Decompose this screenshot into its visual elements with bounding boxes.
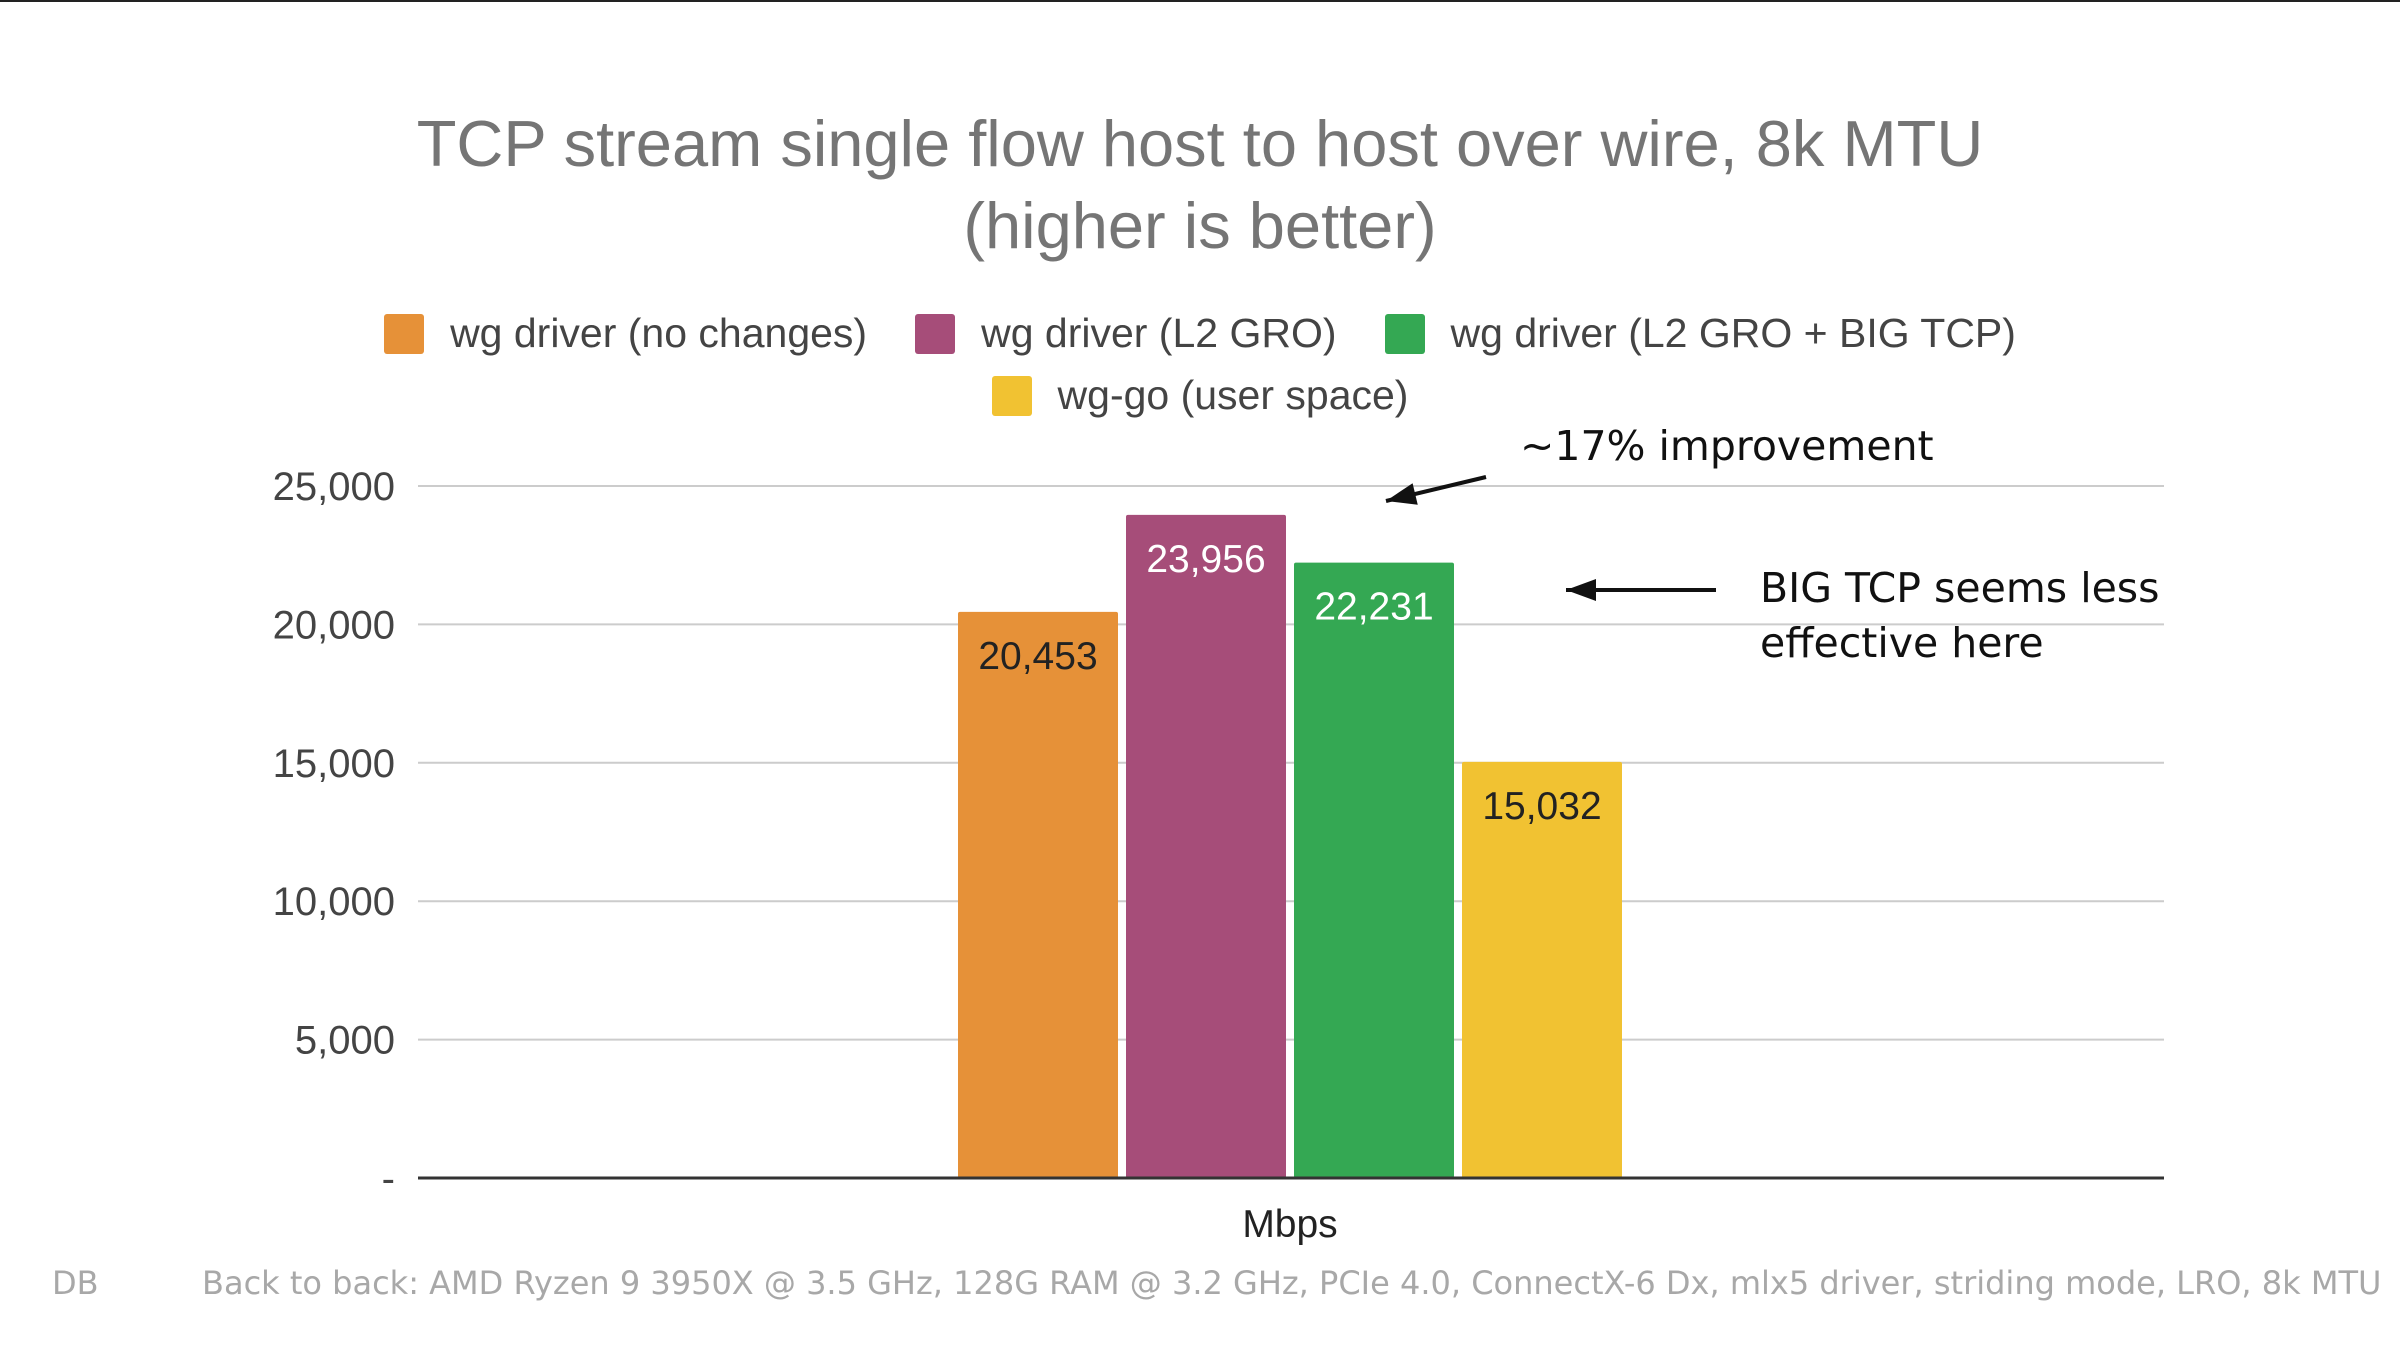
y-tick-label: 15,000 [273, 742, 395, 786]
legend-label-l2-gro-big-tcp: wg driver (L2 GRO + BIG TCP) [1450, 310, 2016, 356]
bar [958, 611, 1118, 1178]
labels: - 5,000 10,000 15,000 20,000 25,000 20,453 23,9… [273, 465, 1602, 1246]
bar [1462, 761, 1622, 1178]
legend-swatch-l2-gro-big-tcp [1384, 313, 1425, 354]
bar-data-label: 20,453 [978, 635, 1097, 678]
bar-data-label: 23,956 [1146, 538, 1265, 581]
bar-data-label: 22,231 [1314, 586, 1433, 629]
bars [958, 514, 1622, 1178]
bar-data-label: 15,032 [1482, 785, 1601, 828]
y-tick-label: 25,000 [273, 465, 395, 509]
legend-item-l2-gro: wg driver (L2 GRO) [915, 310, 1337, 357]
y-tick-label: 10,000 [273, 880, 395, 924]
legend-swatch-wg-go [991, 375, 1032, 416]
bar [1294, 562, 1454, 1178]
legend-row-2: wg-go (user space) [0, 372, 2400, 419]
big-tcp-arrow-head [1566, 579, 1596, 601]
footer-initials: DB [52, 1264, 99, 1302]
legend-swatch-no-changes [384, 313, 425, 354]
legend-item-no-changes: wg driver (no changes) [384, 310, 867, 357]
annotation-improvement: ~17% improvement [1520, 422, 1934, 470]
annotation-big-tcp-line-1: BIG TCP seems less [1760, 564, 2160, 612]
x-axis-label: Mbps [1242, 1203, 1337, 1246]
top-border-line [0, 0, 2400, 2]
legend-item-wg-go: wg-go (user space) [991, 372, 1409, 419]
bar [1126, 514, 1286, 1178]
chart-title-line-1: TCP stream single flow host to host over… [416, 107, 1984, 180]
annotation-arrows [1385, 475, 1716, 601]
legend-swatch-l2-gro [915, 313, 956, 354]
legend-label-wg-go: wg-go (user space) [1057, 372, 1409, 418]
legend-label-no-changes: wg driver (no changes) [450, 310, 868, 356]
legend-item-l2-gro-big-tcp: wg driver (L2 GRO + BIG TCP) [1384, 310, 2016, 357]
chart-title-line-2: (higher is better) [963, 189, 1437, 262]
gridlines [418, 485, 2164, 1041]
y-tick-label: 20,000 [273, 603, 395, 647]
footer-setup-text: Back to back: AMD Ryzen 9 3950X @ 3.5 GH… [202, 1264, 2382, 1302]
y-tick-label: 5,000 [295, 1019, 395, 1063]
legend-label-l2-gro: wg driver (L2 GRO) [981, 310, 1337, 356]
improvement-arrow-head [1386, 483, 1418, 505]
annotation-big-tcp-line-2: effective here [1760, 619, 2044, 667]
y-tick-label: - [382, 1157, 395, 1201]
legend-row-1: wg driver (no changes) wg driver (L2 GRO… [0, 310, 2400, 357]
